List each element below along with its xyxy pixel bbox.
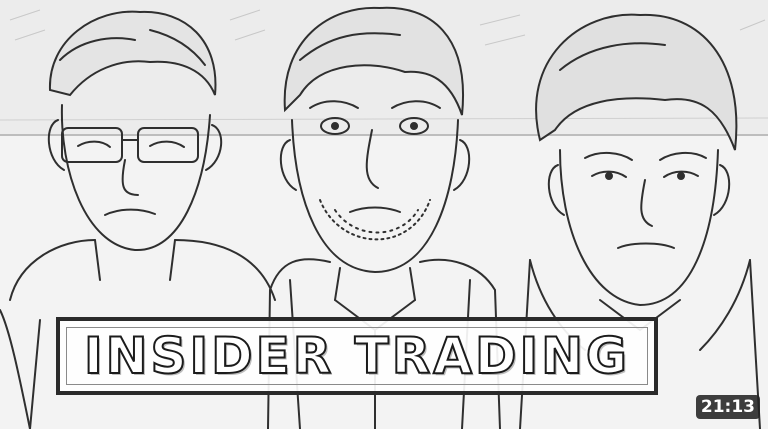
person-center [267,6,501,429]
person-left [0,10,276,429]
duration-badge: 21:13 [695,394,760,419]
title-inner-frame [66,327,648,385]
video-title: INSIDER TRADING [83,327,630,385]
title-banner: INSIDER TRADING [56,317,658,395]
person-right [519,13,761,429]
hatching [9,9,766,46]
